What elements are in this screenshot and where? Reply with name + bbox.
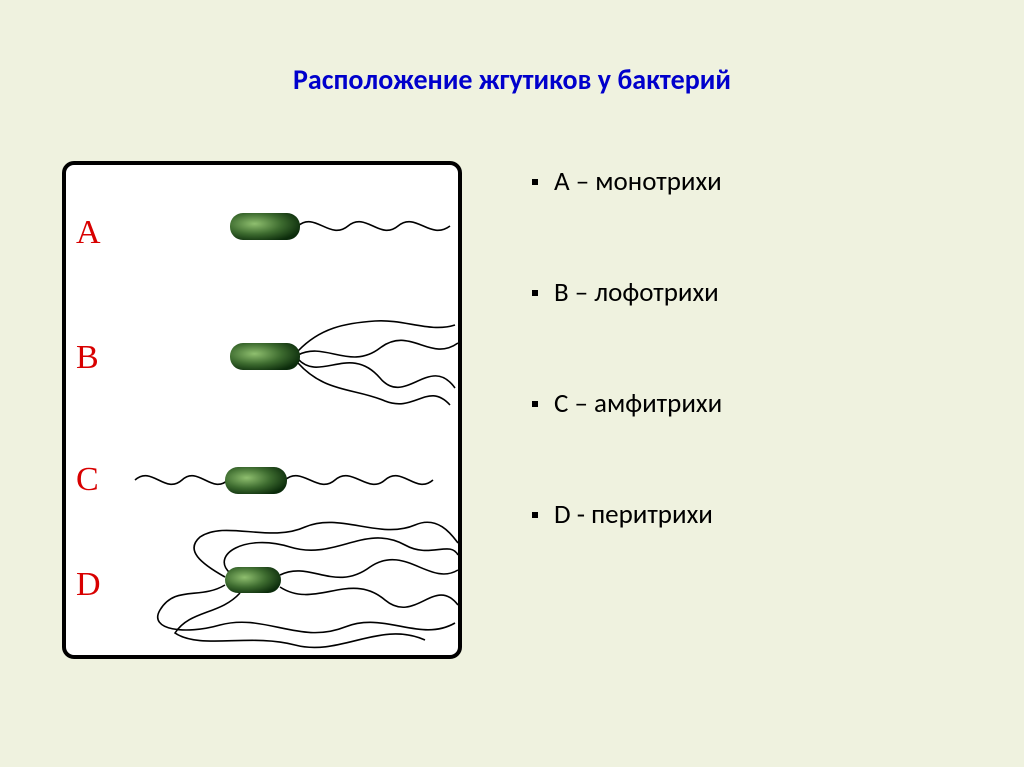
bacteria-b (130, 293, 458, 423)
diagram-row-d: D (66, 515, 458, 655)
diagram-box: A (62, 161, 462, 659)
bullet-icon (532, 290, 538, 296)
bacteria-d (130, 515, 458, 655)
label-b: B (66, 339, 130, 377)
bacteria-a (130, 183, 458, 283)
list-item: А – монотрихи (532, 165, 1024, 198)
bullet-icon (532, 512, 538, 518)
diagram-area: A (0, 161, 532, 659)
list-area: А – монотрихи В – лофотрихи С – амфитрих… (532, 161, 1024, 659)
label-a: A (66, 214, 130, 252)
bullet-icon (532, 401, 538, 407)
label-d: D (66, 566, 130, 604)
list-text-a: А – монотрихи (554, 165, 722, 198)
list-text-d: D - перитрихи (554, 498, 713, 531)
content-area: A (0, 161, 1024, 659)
list-text-c: С – амфитрихи (554, 387, 722, 420)
diagram-row-a: A (66, 183, 458, 283)
diagram-row-c: C (66, 435, 458, 525)
list-text-b: В – лофотрихи (554, 276, 719, 309)
list-item: D - перитрихи (532, 498, 1024, 531)
bacteria-c (130, 435, 458, 525)
list-item: С – амфитрихи (532, 387, 1024, 420)
bullet-icon (532, 179, 538, 185)
list-item: В – лофотрихи (532, 276, 1024, 309)
page-title: Расположение жгутиков у бактерий (0, 0, 1024, 97)
label-c: C (66, 461, 130, 499)
diagram-row-b: B (66, 293, 458, 423)
